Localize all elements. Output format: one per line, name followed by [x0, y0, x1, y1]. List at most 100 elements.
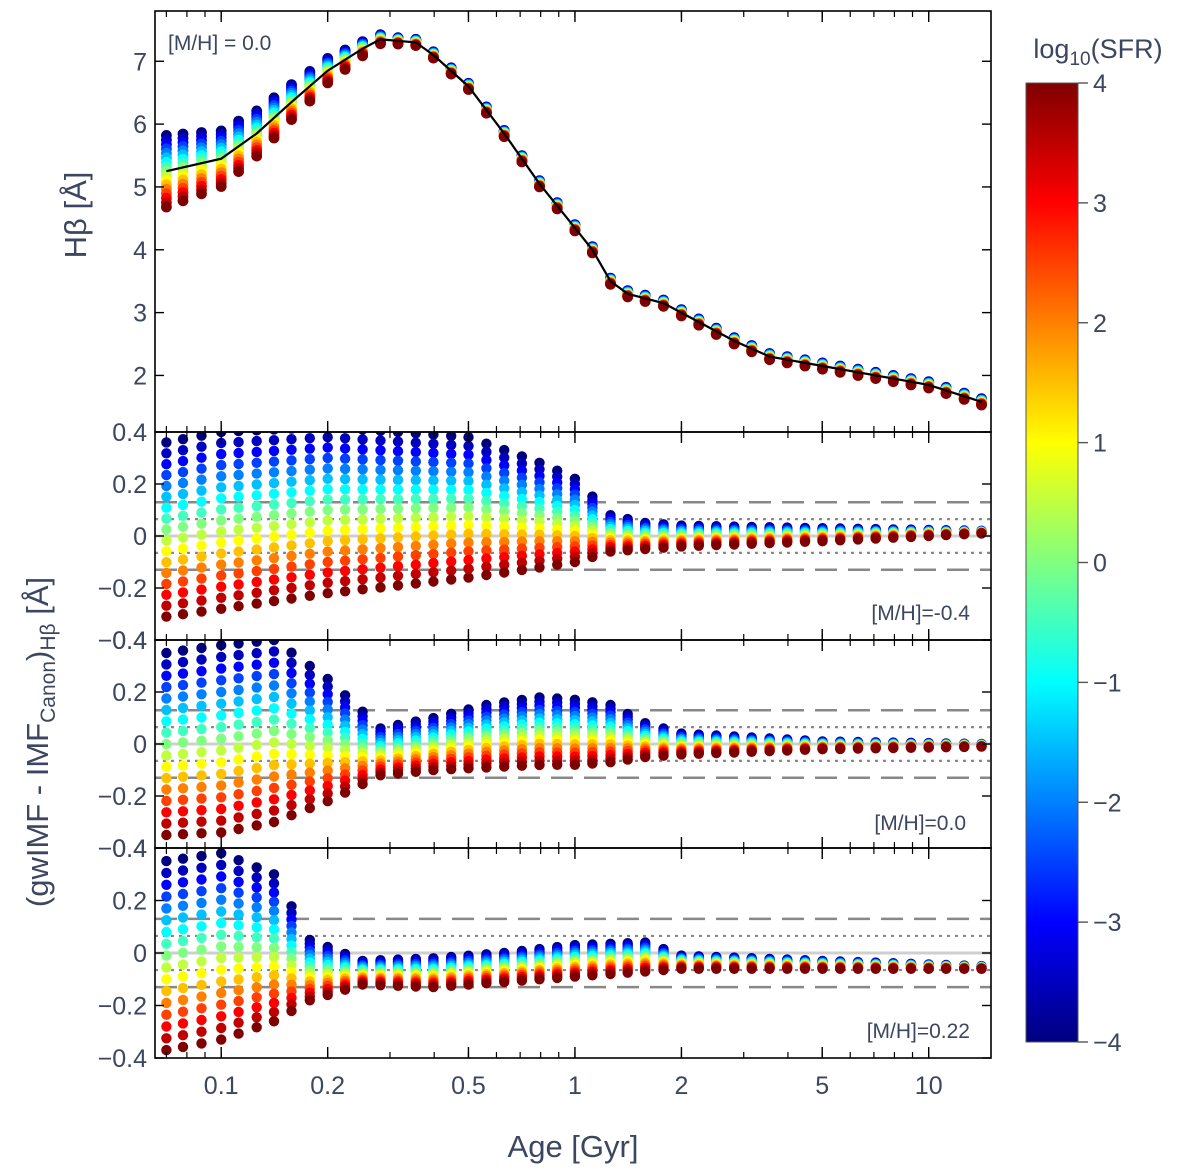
mh-m04-point	[463, 546, 474, 557]
mh-00-point	[268, 748, 280, 759]
mh-m04-point	[161, 535, 172, 546]
mh-00-point	[268, 657, 280, 668]
hbeta-point	[233, 166, 245, 178]
mh-m04-point	[322, 536, 333, 547]
mh-022-point	[177, 900, 189, 911]
colorbar-tick-label: 0	[1093, 550, 1107, 578]
mh-00-point	[569, 759, 581, 770]
mh-022-point	[216, 883, 227, 894]
mh-00-point	[286, 708, 297, 719]
mh-022-point	[251, 912, 262, 923]
mh-022-point	[428, 981, 439, 993]
mh-022-point	[196, 874, 207, 885]
mh-m04-point	[428, 432, 439, 440]
mh-022-point	[161, 891, 172, 902]
mh-m04-point	[268, 467, 280, 478]
mh-00-point	[322, 788, 333, 799]
mh-00-point	[161, 659, 172, 670]
mh-00-point	[161, 772, 172, 784]
y-tick-label: −0.4	[98, 1045, 147, 1073]
mh-00-point	[196, 805, 207, 816]
mh-m04-point	[322, 567, 333, 578]
mh-00-point	[196, 758, 207, 769]
mh-m04-point	[463, 440, 474, 452]
mh-m04-point	[357, 584, 368, 595]
mh-m04-point	[375, 533, 386, 544]
mh-022-point	[251, 892, 262, 903]
mh-00-point	[251, 785, 262, 797]
mh-m04-point	[286, 487, 297, 498]
mh-m04-point	[233, 458, 244, 470]
mh-022-point	[268, 915, 280, 926]
mh-m04-point	[392, 551, 404, 562]
mh-022-point	[268, 951, 280, 963]
mh-022-point	[216, 999, 227, 1010]
mh-00-point	[268, 640, 280, 646]
mh-m04-point	[177, 609, 189, 620]
mh-00-point	[161, 727, 172, 738]
mh-00-point	[959, 741, 970, 753]
mh-m04-point	[587, 551, 598, 563]
mh-m04-point	[322, 588, 333, 599]
mh-00-point	[693, 748, 704, 759]
mh-m04-point	[375, 582, 386, 593]
mh-m04-point	[216, 592, 227, 603]
mh-m04-point	[392, 493, 404, 505]
mh-022-point	[196, 956, 207, 967]
mh-00-point	[322, 681, 333, 692]
mh-022-point	[799, 963, 811, 974]
mh-m04-point	[339, 586, 351, 597]
mh-00-point	[304, 802, 315, 814]
mh-022-point	[216, 964, 227, 975]
mh-m04-point	[286, 508, 297, 519]
mh-m04-point	[196, 441, 207, 452]
mh-00-point	[216, 803, 227, 815]
mh-00-point	[177, 656, 189, 668]
mh-022-point	[233, 1017, 244, 1028]
mh-00-point	[658, 750, 669, 761]
mh-00-point	[375, 770, 386, 781]
mh-022-point	[392, 980, 404, 991]
mh-m04-point	[216, 526, 227, 537]
mh-022-point	[196, 1014, 207, 1026]
mh-m04-point	[499, 544, 510, 555]
mh-m04-point	[286, 582, 297, 594]
mh-022-point	[161, 855, 172, 867]
mh-00-point	[196, 654, 207, 665]
mh-m04-point	[339, 433, 351, 444]
mh-m04-point	[446, 475, 457, 486]
mh-m04-point	[463, 572, 474, 583]
mh-m04-point	[835, 535, 846, 546]
mh-00-point	[233, 719, 244, 730]
mh-022-point	[177, 888, 189, 900]
mh-m04-point	[177, 543, 189, 554]
mh-m04-point	[177, 434, 189, 445]
mh-m04-point	[233, 546, 244, 557]
mh-022-point	[251, 902, 262, 913]
mh-022-point	[959, 963, 970, 974]
mh-m04-point	[392, 580, 404, 591]
mh-022-point	[268, 933, 280, 944]
mh-m04-point	[268, 456, 280, 467]
mh-00-point	[268, 805, 280, 816]
mh-022-point	[233, 909, 244, 920]
mh-m04-point	[322, 577, 333, 588]
mh-m04-point	[481, 537, 492, 548]
mh-m04-point	[196, 507, 207, 518]
mh-022-point	[233, 920, 244, 931]
mh-00-point	[196, 677, 207, 688]
mh-00-point	[177, 794, 189, 805]
mh-00-point	[251, 751, 262, 762]
mh-m04-point	[268, 520, 280, 532]
hbeta-point	[161, 201, 172, 213]
mh-00-point	[799, 744, 811, 755]
mh-022-point	[286, 1005, 297, 1017]
mh-022-point	[161, 1021, 172, 1032]
mh-00-point	[161, 704, 172, 716]
mh-m04-point	[463, 554, 474, 566]
mh-m04-point	[339, 504, 351, 515]
mh-022-point	[233, 876, 244, 888]
mh-022-point	[161, 1009, 172, 1020]
mh-m04-point	[516, 564, 528, 576]
